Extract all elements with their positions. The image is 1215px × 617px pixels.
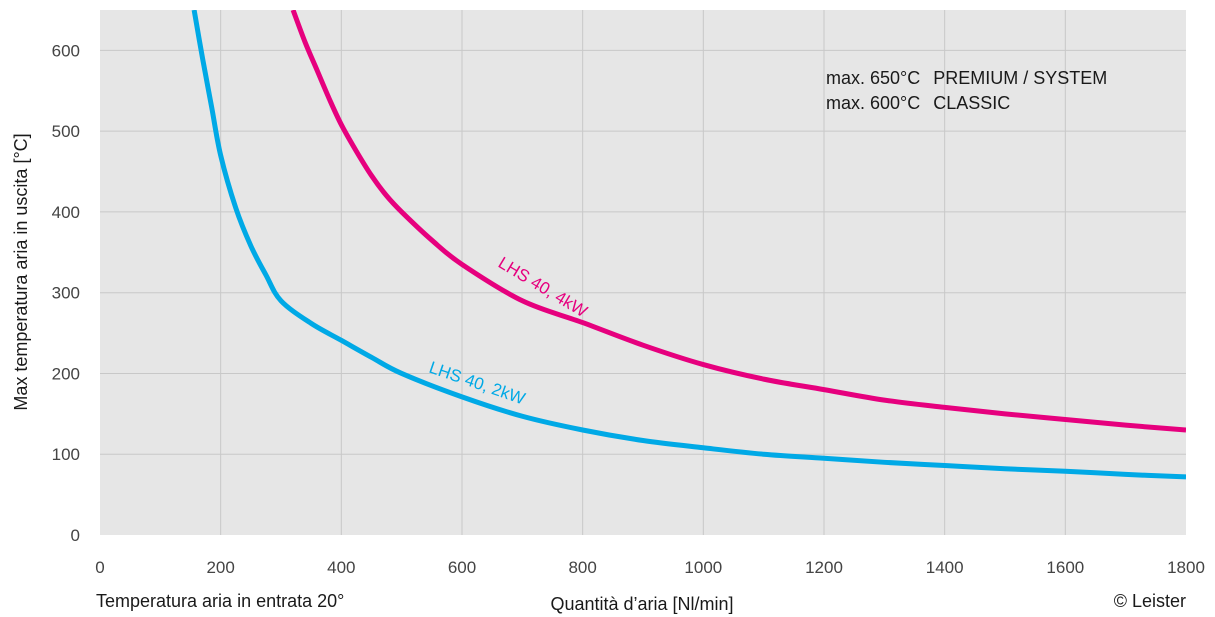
x-tick-label: 1200	[805, 558, 843, 577]
x-tick-label: 1800	[1167, 558, 1205, 577]
inlet-temperature-note: Temperatura aria in entrata 20°	[96, 591, 344, 611]
annotation-line-2-suffix: CLASSIC	[933, 93, 1010, 113]
x-tick-label: 600	[448, 558, 476, 577]
y-tick-label: 300	[52, 284, 80, 303]
x-tick-label: 1000	[684, 558, 722, 577]
x-tick-label: 200	[206, 558, 234, 577]
series-line-lhs40-2kw	[191, 10, 1186, 480]
plot-area	[100, 10, 1186, 535]
series-lines	[191, 10, 1186, 480]
y-tick-label: 100	[52, 445, 80, 464]
annotation-line-1-prefix: max. 650°C	[826, 68, 920, 88]
x-tick-label: 0	[95, 558, 104, 577]
y-axis-ticks: 0 100 200 300 400 500 600	[52, 41, 80, 545]
y-tick-label: 400	[52, 203, 80, 222]
y-axis-label: Max temperatura aria in uscita [°C]	[11, 133, 31, 410]
x-tick-label: 1400	[926, 558, 964, 577]
x-tick-label: 1600	[1046, 558, 1084, 577]
x-axis-label: Quantità d’aria [Nl/min]	[550, 594, 733, 614]
x-axis-ticks: 0 200 400 600 800 1000 1200 1400 1600 1800	[95, 558, 1205, 577]
copyright-note: © Leister	[1114, 591, 1186, 611]
gridlines	[100, 10, 1186, 535]
y-tick-label: 0	[71, 526, 80, 545]
annotation-line-1: max. 650°C PREMIUM / SYSTEM	[826, 68, 1107, 88]
y-tick-label: 600	[52, 41, 80, 60]
series-line-lhs40-4kw	[290, 10, 1186, 433]
annotation-line-1-suffix: PREMIUM / SYSTEM	[933, 68, 1107, 88]
annotation-line-2: max. 600°C CLASSIC	[826, 93, 1010, 113]
y-tick-label: 200	[52, 364, 80, 383]
annotation-line-2-prefix: max. 600°C	[826, 93, 920, 113]
x-tick-label: 400	[327, 558, 355, 577]
y-tick-label: 500	[52, 122, 80, 141]
x-tick-label: 800	[568, 558, 596, 577]
